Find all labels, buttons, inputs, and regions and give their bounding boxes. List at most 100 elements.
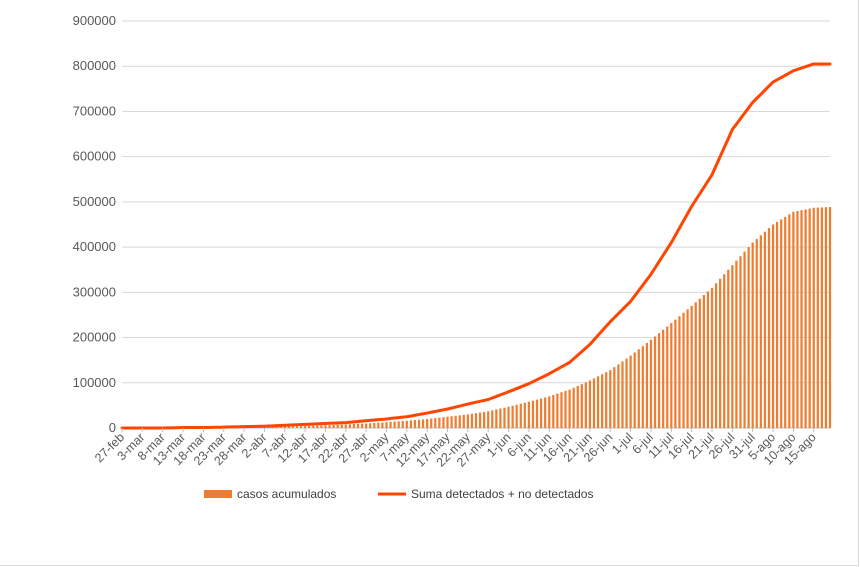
bar	[662, 329, 665, 428]
y-tick-label: 800000	[73, 58, 116, 73]
bar	[503, 407, 506, 428]
bar	[767, 228, 771, 428]
bar	[784, 216, 787, 428]
bar	[320, 425, 323, 428]
bar	[613, 367, 616, 428]
bar	[698, 298, 701, 428]
bar	[702, 295, 705, 428]
bar	[706, 291, 710, 428]
bar	[625, 358, 628, 428]
bar	[649, 339, 653, 428]
bar	[645, 342, 649, 428]
bar	[694, 302, 697, 428]
bar	[719, 278, 722, 428]
bar	[405, 420, 408, 428]
bar	[397, 421, 400, 428]
bar	[820, 207, 823, 428]
bar	[572, 387, 575, 428]
bar	[657, 333, 661, 428]
bar	[340, 424, 343, 428]
bar	[775, 221, 779, 428]
bar	[344, 424, 347, 428]
series-line	[120, 62, 832, 430]
bar	[275, 426, 278, 428]
bar	[735, 260, 738, 428]
bar	[682, 312, 685, 428]
legend-swatch-bar	[204, 490, 232, 498]
bar	[633, 352, 636, 428]
bar	[621, 361, 624, 428]
y-tick-label: 400000	[73, 239, 116, 254]
bar	[511, 405, 514, 428]
bar	[348, 424, 351, 428]
bar	[328, 425, 331, 428]
bar	[539, 398, 543, 428]
bar	[548, 396, 551, 428]
bar	[568, 389, 571, 428]
bar	[430, 418, 433, 428]
bar	[316, 425, 319, 428]
bar	[385, 422, 388, 428]
bar	[674, 319, 677, 428]
bar	[727, 269, 730, 428]
bar	[812, 207, 815, 428]
bar	[678, 316, 681, 428]
bar	[491, 410, 494, 428]
bar	[470, 413, 474, 428]
bar	[434, 418, 437, 428]
bar-series-casos-acumulados	[145, 207, 832, 428]
bar	[279, 426, 282, 428]
bar	[759, 235, 762, 428]
bar	[605, 372, 608, 428]
bar	[714, 283, 718, 428]
bar	[352, 424, 356, 428]
bar	[324, 425, 327, 428]
bar	[686, 309, 689, 428]
bar	[763, 231, 767, 428]
y-axis: 0 100000 200000 300000 400000 500000 600000 700…	[73, 13, 116, 435]
bar	[690, 305, 693, 428]
bar	[609, 370, 612, 428]
bar	[356, 423, 360, 428]
bar	[495, 409, 498, 428]
bar	[596, 376, 600, 428]
bar	[637, 349, 640, 428]
y-tick-label: 500000	[73, 194, 116, 209]
y-tick-label: 100000	[73, 375, 116, 390]
bar	[560, 392, 563, 428]
bar	[788, 214, 791, 428]
bar	[670, 323, 673, 428]
bar	[653, 336, 657, 428]
y-tick-label: 300000	[73, 284, 116, 299]
bar	[283, 426, 286, 428]
bar	[389, 421, 392, 428]
bar	[295, 426, 299, 428]
bar	[462, 414, 465, 428]
y-tick-label: 900000	[73, 13, 116, 28]
bar	[617, 364, 620, 428]
bar	[743, 251, 746, 428]
bar	[747, 247, 750, 428]
bar	[438, 417, 441, 428]
bar	[474, 413, 478, 428]
bar	[800, 210, 803, 428]
bar	[739, 256, 742, 428]
bar	[556, 393, 559, 428]
bar	[442, 417, 445, 428]
bar	[446, 416, 449, 428]
bar	[409, 420, 413, 428]
bar	[458, 415, 461, 428]
bar	[552, 394, 555, 428]
bar	[450, 416, 453, 428]
bar	[417, 419, 421, 428]
bar	[629, 355, 632, 428]
y-tick-label: 600000	[73, 149, 116, 164]
bar	[336, 424, 339, 428]
bar	[531, 400, 535, 428]
bar	[299, 426, 303, 428]
bar	[523, 402, 526, 428]
bar	[576, 385, 579, 428]
bar	[816, 207, 819, 428]
